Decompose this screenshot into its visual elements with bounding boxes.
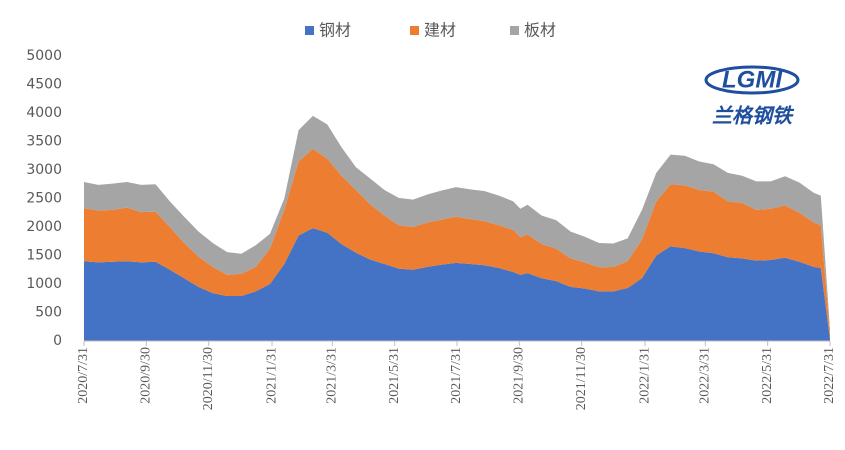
logo-mark: LGMI — [722, 66, 783, 93]
y-tick-label: 4000 — [26, 105, 62, 121]
y-tick-label: 0 — [53, 333, 62, 349]
x-tick-label: 2020/7/31 — [76, 347, 91, 404]
logo-ring — [704, 65, 800, 95]
plot: 0 500 1000 1500 2000 2500 3000 3500 4000 4500 5000… — [26, 21, 837, 411]
y-tick-label: 3500 — [26, 134, 62, 150]
legend-swatch — [510, 26, 519, 35]
x-tick-label: 2021/7/31 — [449, 347, 464, 404]
area — [84, 148, 830, 340]
x-tick-label: 2021/9/30 — [512, 347, 527, 404]
legend-swatch — [410, 26, 419, 35]
x-tick-label: 2021/1/31 — [264, 347, 279, 404]
y-tick-label: 2500 — [26, 191, 62, 207]
y-tick-label: 4500 — [26, 77, 62, 93]
legend-label: 板材 — [524, 21, 556, 40]
logo: LGMI 兰格钢铁 — [704, 65, 800, 128]
logo-text: 兰格钢铁 — [712, 104, 795, 128]
y-tick-label: 3000 — [26, 162, 62, 178]
area — [84, 228, 830, 341]
y-tick-label: 500 — [35, 305, 62, 321]
y-tick-label: 1500 — [26, 248, 62, 264]
y-tick-label: 1000 — [26, 276, 62, 292]
x-tick-label: 2022/7/31 — [822, 347, 837, 404]
legend-label: 建材 — [424, 21, 456, 40]
x-tick-label: 2020/11/30 — [201, 347, 216, 410]
x-tick-label: 2022/5/31 — [760, 347, 775, 404]
legend-swatch — [305, 26, 314, 35]
x-tick-label: 2021/11/30 — [574, 347, 589, 410]
x-tick-label: 2020/9/30 — [139, 347, 154, 404]
legend-label: 钢材 — [319, 21, 351, 40]
x-tick-label: 2021/5/31 — [387, 347, 402, 404]
x-tick-label: 2022/1/31 — [637, 347, 652, 404]
x-tick-label: 2021/3/31 — [325, 347, 340, 404]
y-tick-label: 2000 — [26, 219, 62, 235]
x-tick-label: 2022/3/31 — [698, 347, 713, 404]
y-tick-label: 5000 — [26, 48, 62, 64]
